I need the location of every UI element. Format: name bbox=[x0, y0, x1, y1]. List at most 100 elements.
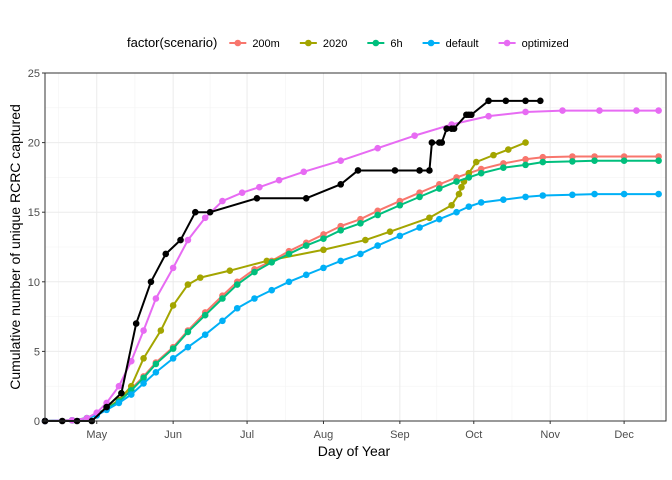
data-point bbox=[201, 214, 209, 222]
data-point bbox=[152, 295, 160, 302]
data-point bbox=[468, 111, 475, 119]
data-point bbox=[453, 178, 460, 185]
data-point bbox=[620, 157, 628, 164]
data-point bbox=[285, 250, 293, 258]
legend-label: optimized bbox=[522, 38, 569, 50]
legend-items: 200m 2020 6h default optimized bbox=[229, 38, 569, 50]
data-point bbox=[522, 139, 529, 146]
data-point bbox=[140, 327, 147, 334]
data-point bbox=[140, 355, 147, 362]
data-point bbox=[320, 235, 327, 242]
data-point bbox=[184, 236, 192, 244]
data-point bbox=[300, 168, 308, 176]
data-point bbox=[169, 345, 177, 352]
data-point bbox=[140, 380, 147, 387]
data-point bbox=[354, 167, 362, 174]
data-point bbox=[477, 169, 485, 177]
data-point bbox=[522, 108, 529, 116]
data-point bbox=[596, 107, 603, 114]
data-point bbox=[435, 215, 443, 223]
data-point bbox=[251, 268, 258, 276]
y-axis-title: Cumulative number of unique RCRC capture… bbox=[7, 104, 23, 390]
data-point bbox=[192, 208, 199, 216]
data-point bbox=[522, 156, 529, 163]
data-point bbox=[428, 139, 436, 146]
data-point bbox=[256, 183, 263, 191]
legend: factor(scenario) 200m 2020 6h default optimi… bbox=[127, 35, 569, 50]
data-point bbox=[206, 208, 214, 216]
data-point bbox=[337, 226, 345, 234]
data-point bbox=[465, 203, 473, 210]
data-point bbox=[559, 107, 566, 114]
data-point bbox=[539, 192, 547, 199]
data-point bbox=[115, 382, 123, 390]
data-point bbox=[633, 107, 640, 114]
data-point bbox=[522, 161, 529, 169]
data-point bbox=[539, 153, 547, 161]
data-point bbox=[450, 125, 458, 132]
data-point bbox=[477, 199, 485, 206]
data-point bbox=[320, 246, 327, 254]
data-point bbox=[184, 343, 192, 351]
data-point bbox=[396, 232, 404, 240]
data-point bbox=[275, 176, 283, 184]
data-point bbox=[539, 158, 547, 166]
data-point bbox=[219, 317, 226, 325]
data-point bbox=[569, 153, 576, 160]
y-tick-label: 0 bbox=[34, 416, 40, 428]
data-point bbox=[396, 201, 404, 209]
data-point bbox=[374, 211, 381, 219]
data-point bbox=[453, 208, 460, 216]
data-point bbox=[233, 281, 241, 288]
data-point bbox=[386, 228, 394, 235]
data-point bbox=[465, 174, 473, 181]
data-point bbox=[302, 242, 310, 249]
data-point bbox=[184, 328, 192, 336]
x-tick-label: Aug bbox=[314, 429, 334, 441]
data-point bbox=[435, 185, 443, 192]
y-axis: 0 5 10 15 20 25 bbox=[28, 68, 45, 428]
data-point bbox=[162, 250, 170, 258]
legend-label: 200m bbox=[252, 38, 280, 50]
data-point bbox=[118, 389, 125, 397]
x-tick-label: Sep bbox=[390, 429, 410, 441]
x-axis-title: Day of Year bbox=[318, 443, 391, 459]
y-tick-label: 20 bbox=[28, 138, 40, 150]
grid-minor bbox=[45, 73, 666, 421]
data-point bbox=[485, 97, 492, 105]
data-point bbox=[201, 331, 209, 338]
data-point bbox=[219, 295, 226, 302]
panel-border bbox=[44, 72, 667, 422]
data-point bbox=[655, 190, 662, 198]
data-point bbox=[127, 357, 135, 365]
data-point bbox=[169, 355, 177, 362]
data-point bbox=[504, 146, 512, 153]
data-point bbox=[302, 194, 310, 202]
data-point bbox=[591, 190, 598, 198]
legend-key-point bbox=[427, 39, 435, 47]
data-point bbox=[458, 183, 465, 191]
data-point bbox=[502, 97, 510, 105]
data-point bbox=[500, 196, 507, 203]
legend-item-default: default bbox=[422, 38, 479, 50]
data-point bbox=[238, 189, 246, 197]
data-point bbox=[285, 278, 293, 286]
legend-key-point bbox=[372, 39, 380, 47]
data-point bbox=[472, 158, 480, 166]
legend-item-optimized: optimized bbox=[498, 38, 569, 50]
data-point bbox=[426, 214, 433, 222]
data-point bbox=[219, 197, 226, 205]
data-point bbox=[253, 194, 261, 202]
x-tick-label: Jun bbox=[164, 429, 182, 441]
x-tick-label: Dec bbox=[614, 429, 634, 441]
data-point bbox=[537, 97, 544, 105]
data-point bbox=[569, 158, 576, 165]
data-point bbox=[169, 302, 177, 309]
data-point bbox=[655, 157, 662, 164]
data-point bbox=[522, 193, 529, 201]
data-point bbox=[184, 281, 192, 288]
data-point bbox=[337, 257, 345, 265]
data-point bbox=[268, 259, 276, 266]
data-point bbox=[490, 151, 497, 159]
legend-label: 2020 bbox=[323, 38, 347, 50]
